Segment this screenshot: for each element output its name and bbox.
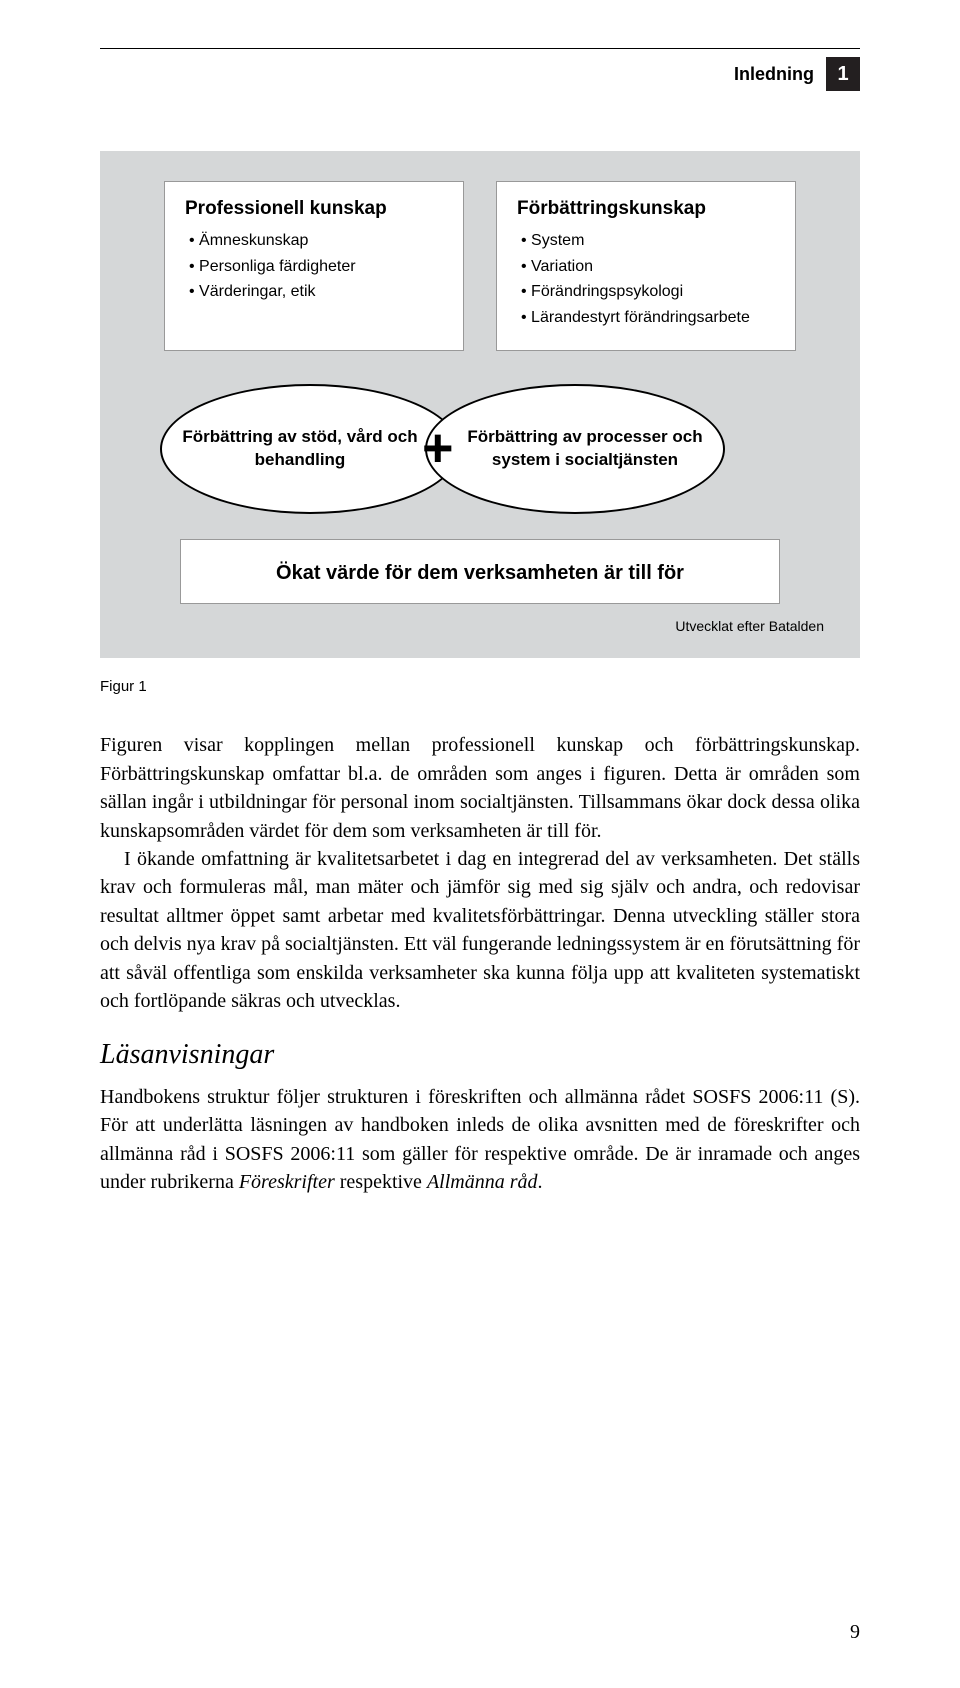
text-run: respektive (335, 1171, 427, 1193)
ellipse-right: Förbättring av processer och system i so… (425, 384, 725, 514)
subheading: Läsanvisningar (100, 1035, 860, 1075)
list-item: Förändringspsykologi (521, 279, 775, 305)
paragraph: Handbokens struktur följer strukturen i … (100, 1083, 860, 1197)
list-item: Lärandestyrt förändringsarbete (521, 305, 775, 331)
paragraph: I ökande omfattning är kvalitetsarbetet … (100, 845, 860, 1015)
page-header: Inledning 1 (100, 57, 860, 91)
professional-knowledge-box: Professionell kunskap Ämneskunskap Perso… (164, 181, 464, 351)
box-list: Ämneskunskap Personliga färdigheter Värd… (185, 228, 443, 305)
header-rule (100, 48, 860, 49)
header-title: Inledning (734, 64, 814, 85)
box-list: System Variation Förändringspsykologi Lä… (517, 228, 775, 330)
value-box: Ökat värde för dem verksamheten är till … (180, 539, 780, 604)
list-item: Personliga färdigheter (189, 254, 443, 280)
plus-sign: + (422, 417, 454, 479)
page-number: 9 (850, 1621, 860, 1644)
list-item: Värderingar, etik (189, 279, 443, 305)
box-title: Förbättringskunskap (517, 198, 775, 220)
ellipse-right-text: Förbättring av processer och system i so… (467, 426, 703, 472)
venn-ellipses: Förbättring av stöd, vård och behandling… (130, 379, 830, 519)
italic-term: Allmänna råd (427, 1171, 538, 1193)
value-box-text: Ökat värde för dem verksamheten är till … (276, 562, 684, 584)
figure-label: Figur 1 (100, 678, 860, 695)
box-title: Professionell kunskap (185, 198, 443, 220)
diagram-credit: Utvecklat efter Batalden (130, 618, 830, 634)
improvement-knowledge-box: Förbättringskunskap System Variation För… (496, 181, 796, 351)
list-item: System (521, 228, 775, 254)
knowledge-boxes-row: Professionell kunskap Ämneskunskap Perso… (130, 181, 830, 351)
figure-diagram: Professionell kunskap Ämneskunskap Perso… (100, 151, 860, 658)
text-run: . (538, 1171, 543, 1193)
body-text: Figuren visar kopplingen mellan professi… (100, 731, 860, 1196)
list-item: Variation (521, 254, 775, 280)
ellipse-left-text: Förbättring av stöd, vård och behandling (182, 426, 418, 472)
list-item: Ämneskunskap (189, 228, 443, 254)
ellipse-left: Förbättring av stöd, vård och behandling (160, 384, 460, 514)
italic-term: Föreskrifter (239, 1171, 335, 1193)
chapter-number-badge: 1 (826, 57, 860, 91)
paragraph: Figuren visar kopplingen mellan professi… (100, 731, 860, 845)
